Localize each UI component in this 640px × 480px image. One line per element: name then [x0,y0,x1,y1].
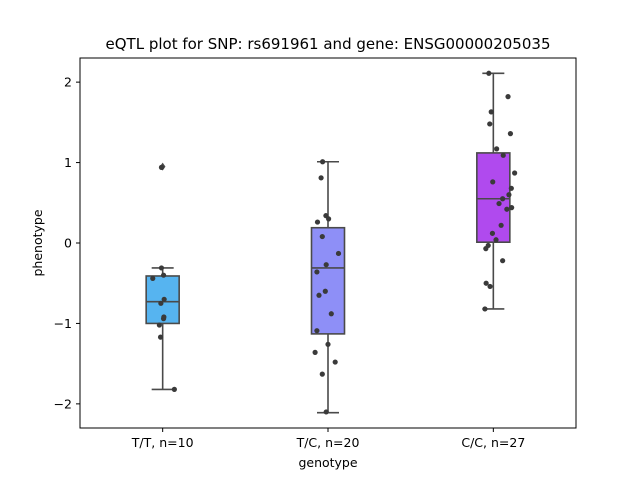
data-point [500,152,506,158]
y-tick-label: 2 [64,75,72,90]
data-point [488,109,494,115]
data-point [507,131,514,137]
data-point [325,341,331,347]
data-point [486,70,492,76]
data-point [487,121,493,127]
iqr-box [310,226,346,335]
data-point [161,314,167,320]
box-group [476,72,511,310]
data-point [332,359,338,365]
data-point [157,334,164,340]
x-axis-label: genotype [298,455,357,470]
data-point [322,288,328,294]
data-point [487,283,493,290]
data-point [335,250,342,257]
data-point [506,192,512,198]
data-point [498,222,504,228]
data-point [314,219,321,225]
y-tick-label: 0 [64,236,72,251]
data-point [496,200,502,207]
data-point [505,94,511,100]
data-point [314,269,320,275]
data-point [494,146,500,152]
y-axis-label: phenotype [30,209,45,276]
data-point [328,311,334,317]
data-point [493,237,499,243]
chart-title: eQTL plot for SNP: rs691961 and gene: EN… [106,35,551,53]
data-point [312,349,318,355]
data-point [509,205,515,211]
data-point [490,179,496,185]
data-point [512,170,518,176]
box-group [310,160,346,414]
data-point [323,262,329,268]
data-point [483,280,489,286]
data-point [500,196,506,202]
data-point [319,233,325,240]
data-point [323,409,329,415]
data-point [508,185,514,191]
data-point [319,371,325,377]
data-point [318,175,324,181]
x-tick-label: T/T, n=10 [131,435,194,450]
y-tick-label: −2 [54,396,72,411]
data-point [150,275,156,281]
x-tick-label: C/C, n=27 [461,435,525,450]
data-point [483,246,489,252]
plot-area [145,70,518,415]
data-point [158,265,165,271]
data-point [326,216,332,222]
data-point [171,386,177,392]
y-tick-label: −1 [54,316,72,331]
data-point [314,328,320,334]
data-point [482,306,488,312]
data-point [156,322,162,328]
data-point [160,272,167,278]
data-point [504,206,510,212]
data-point [489,230,496,236]
y-axis-ticks: 2 1 0 −1 −2 [54,75,80,411]
data-point [320,159,326,165]
x-axis-ticks: T/T, n=10 T/C, n=20 C/C, n=27 [131,428,525,450]
data-point [316,292,322,298]
data-point [158,300,164,306]
data-point [158,164,165,170]
x-tick-label: T/C, n=20 [296,435,360,450]
y-tick-label: 1 [64,155,72,170]
data-point [161,296,167,302]
data-point [500,258,506,264]
